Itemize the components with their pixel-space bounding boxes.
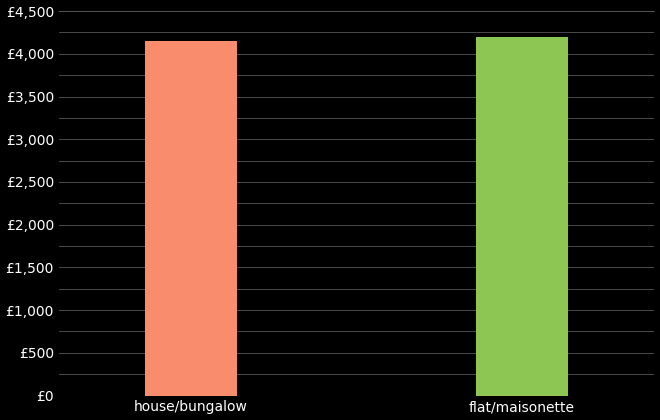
Bar bbox=[145, 41, 238, 396]
Bar bbox=[476, 37, 568, 396]
